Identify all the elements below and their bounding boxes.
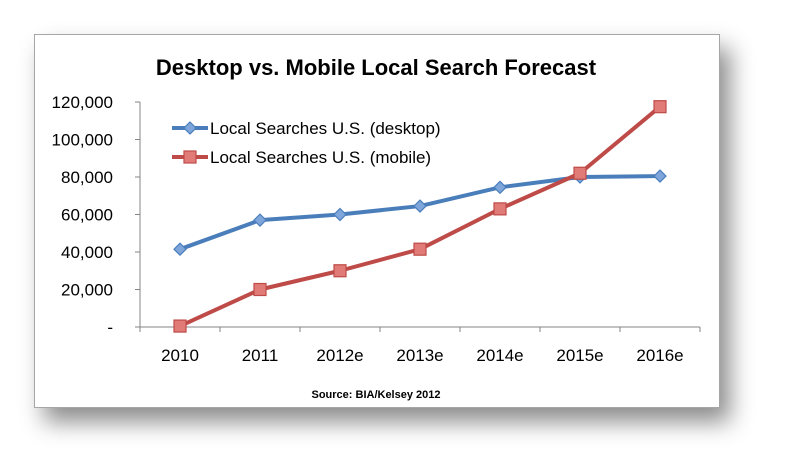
legend-marker bbox=[183, 150, 197, 164]
legend-item: Local Searches U.S. (desktop) bbox=[172, 119, 441, 138]
legend-label: Local Searches U.S. (mobile) bbox=[210, 148, 431, 167]
legend-item: Local Searches U.S. (mobile) bbox=[172, 148, 431, 167]
data-point bbox=[413, 242, 427, 256]
data-point bbox=[653, 169, 667, 183]
data-point bbox=[253, 282, 267, 297]
series-mobile bbox=[173, 100, 667, 333]
chart-frame bbox=[34, 34, 720, 408]
data-point bbox=[573, 166, 587, 180]
legend-label: Local Searches U.S. (desktop) bbox=[210, 119, 441, 138]
data-point bbox=[173, 242, 187, 257]
series-line bbox=[179, 105, 662, 328]
x-tick-label: 2010 bbox=[161, 346, 199, 365]
x-tick-label: 2016e bbox=[636, 346, 683, 365]
series-desktop bbox=[173, 169, 667, 257]
y-tick-label: 40,000 bbox=[61, 243, 113, 262]
y-tick-label: 100,000 bbox=[52, 131, 113, 150]
axes: - 20,000 40,000 60,000 80,000 100,000 120,000 2… bbox=[52, 93, 701, 365]
y-tick-label: 20,000 bbox=[61, 281, 113, 300]
x-tick-label: 2015e bbox=[556, 346, 603, 365]
x-tick-label: 2011 bbox=[242, 346, 279, 365]
x-tick-label: 2014e bbox=[476, 346, 523, 365]
data-point bbox=[493, 202, 507, 216]
y-tick-label: 120,000 bbox=[52, 93, 113, 112]
legend-marker bbox=[183, 121, 197, 135]
legend: Local Searches U.S. (desktop) Local Searc… bbox=[172, 119, 441, 167]
data-point bbox=[333, 207, 347, 222]
y-tick-label: 80,000 bbox=[61, 168, 113, 187]
source-note: Source: BIA/Kelsey 2012 bbox=[311, 389, 440, 401]
data-point bbox=[413, 199, 427, 213]
data-point bbox=[653, 100, 667, 114]
x-tick-label: 2012e bbox=[316, 346, 363, 365]
data-point bbox=[333, 264, 347, 278]
chart-title: Desktop vs. Mobile Local Search Forecast bbox=[156, 55, 597, 80]
y-tick-label: 60,000 bbox=[61, 206, 113, 225]
data-point bbox=[173, 319, 187, 333]
data-point bbox=[253, 213, 267, 227]
y-tick-label: - bbox=[107, 318, 113, 337]
x-tick-label: 2013e bbox=[396, 346, 443, 365]
series-layer bbox=[173, 100, 667, 333]
data-point bbox=[493, 180, 507, 195]
